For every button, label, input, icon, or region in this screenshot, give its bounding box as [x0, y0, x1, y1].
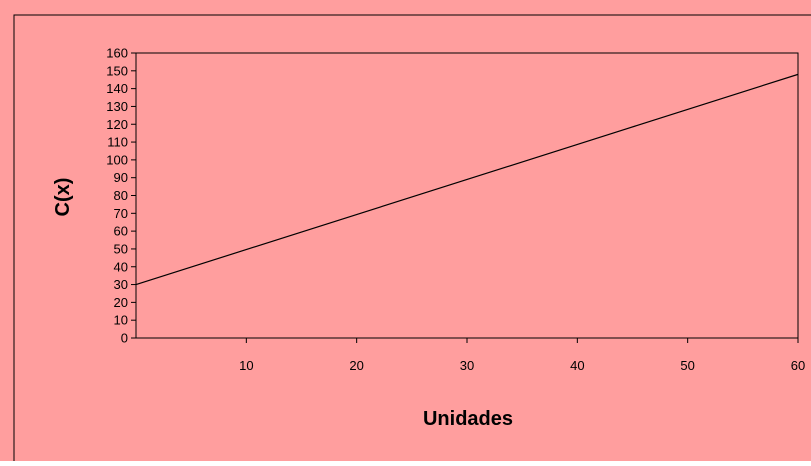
series-line: [135, 73, 799, 286]
y-axis-title: C(x): [52, 178, 74, 217]
y-tick-label: 60: [114, 224, 128, 239]
y-tick-label: 10: [114, 313, 128, 328]
y-tick-label: 80: [114, 188, 128, 203]
x-tick-label: 60: [791, 358, 805, 373]
y-tick-label: 20: [114, 295, 128, 310]
y-tick-label: 90: [114, 170, 128, 185]
y-tick-label: 140: [106, 81, 128, 96]
y-tick-label: 120: [106, 117, 128, 132]
x-axis-title: Unidades: [423, 408, 513, 430]
y-tick-label: 0: [121, 331, 128, 346]
x-axis-ticks: 10 20 30 40 50 60: [239, 338, 805, 373]
series-layer: [135, 73, 799, 286]
x-tick-label: 10: [239, 358, 253, 373]
plot-area: [135, 52, 799, 339]
y-tick-label: 160: [106, 46, 128, 61]
chart-border: [13, 14, 811, 466]
x-tick-label: 40: [570, 358, 584, 373]
x-tick-label: 20: [349, 358, 363, 373]
y-tick-label: 100: [106, 152, 128, 167]
y-tick-label: 50: [114, 241, 128, 256]
x-tick-label: 30: [460, 358, 474, 373]
x-tick-label: 50: [680, 358, 694, 373]
y-tick-label: 30: [114, 277, 128, 292]
y-tick-label: 150: [106, 63, 128, 78]
y-axis-ticks: 0 10 20 30 40 50 60 70 80 90 100 110 120 130 140 150 160: [106, 46, 136, 346]
y-tick-label: 40: [114, 259, 128, 274]
y-tick-label: 130: [106, 99, 128, 114]
y-tick-label: 110: [107, 135, 128, 150]
y-tick-label: 70: [114, 206, 128, 221]
